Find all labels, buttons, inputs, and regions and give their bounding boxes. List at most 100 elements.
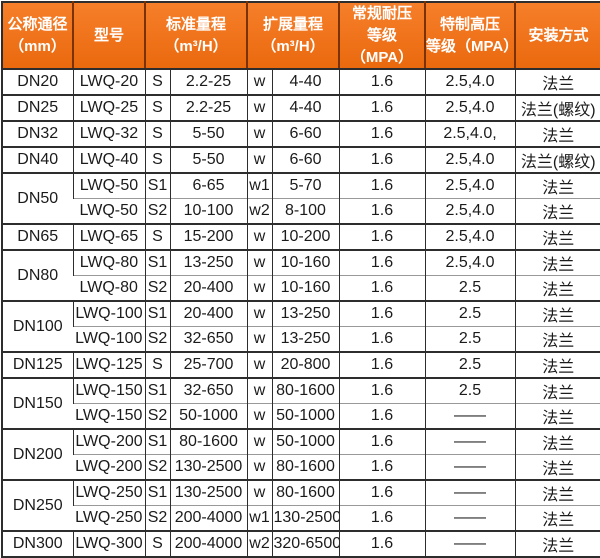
header-row: 公称通径 （mm） 型号 标准量程 （m³/H） 扩展量程 （m³/H） 常规耐… <box>2 2 600 71</box>
cell-install: 法兰 <box>514 479 600 506</box>
cell-w-code: w1 <box>246 505 272 532</box>
cell-model: LWQ-150 <box>73 403 145 430</box>
cell-w-code: w1 <box>246 172 272 199</box>
cell-install: 法兰 <box>514 249 600 276</box>
cell-std-range: 5-50 <box>169 146 247 174</box>
cell-install: 法兰 <box>514 275 600 302</box>
table-row: DN80 LWQ-80 S1 13-250 w 10-160 1.6 2.5,4.0 法兰 <box>2 249 600 302</box>
cell-std-range: 15-200 <box>169 223 247 251</box>
cell-high-mpa: 2.5,4.0 <box>424 223 515 251</box>
cell-high-mpa: 2.5,4.0 <box>424 146 515 174</box>
cell-w-code: w <box>246 428 272 455</box>
cell-ext-range: 13-250 <box>271 326 339 353</box>
cell-normal-mpa: 1.6 <box>338 326 425 353</box>
cell-w-code: w <box>246 146 272 174</box>
cell-model: LWQ-100 <box>73 326 145 353</box>
header-normal-pressure-line1: 常规耐压 <box>351 5 412 22</box>
cell-model: LWQ-80 <box>73 275 145 302</box>
cell-high-mpa: —— <box>424 479 515 506</box>
cell-high-mpa: 2.5 <box>424 300 515 327</box>
cell-install: 法兰 <box>514 351 600 379</box>
cell-w-code: w <box>246 223 272 251</box>
cell-ext-range: 13-250 <box>271 300 339 327</box>
cell-s-code: S <box>144 530 170 558</box>
table-row: LWQ-80 S2 20-400 w 10-160 1.6 2.5 法兰 <box>2 275 600 302</box>
cell-w-code: w2 <box>246 530 272 558</box>
cell-ext-range: 5-70 <box>271 172 339 199</box>
table-row: DN20 LWQ-20 S 2.2-25 w 4-40 1.6 2.5,4.0 法兰 <box>2 69 600 96</box>
table-row: DN40 LWQ-40 S 5-50 w 6-60 1.6 2.5,4.0 法兰(螺纹) <box>2 146 600 174</box>
cell-model: LWQ-250 <box>72 479 145 506</box>
cell-w-code: w <box>246 454 272 481</box>
cell-s-code: S2 <box>144 275 170 302</box>
cell-ext-range: 80-1600 <box>271 454 339 481</box>
cell-s-code: S2 <box>144 326 170 353</box>
cell-normal-mpa: 1.6 <box>338 530 425 558</box>
cell-normal-mpa: 1.6 <box>338 479 425 506</box>
cell-high-mpa: 2.5,4.0 <box>424 198 515 225</box>
cell-high-mpa: 2.5 <box>424 275 515 302</box>
cell-w-code: w <box>246 249 272 276</box>
cell-std-range: 20-400 <box>169 275 247 302</box>
header-model: 型号 <box>72 2 145 71</box>
cell-ext-range: 10-160 <box>271 275 339 302</box>
table-row: LWQ-150 S2 50-1000 w 50-1000 1.6 —— 法兰 <box>2 403 600 430</box>
cell-normal-mpa: 1.6 <box>338 223 425 251</box>
cell-ext-range: 80-1600 <box>271 377 339 404</box>
cell-model: LWQ-50 <box>72 172 145 199</box>
cell-std-range: 80-1600 <box>169 428 247 455</box>
cell-install: 法兰 <box>514 377 600 404</box>
cell-model: LWQ-50 <box>73 198 145 225</box>
cell-std-range: 130-2500 <box>169 454 247 481</box>
cell-w-code: w <box>246 326 272 353</box>
cell-ext-range: 6-60 <box>271 120 339 148</box>
cell-std-range: 50-1000 <box>169 403 247 430</box>
header-ext-range-line1: 扩展量程 <box>262 15 323 33</box>
cell-install: 法兰 <box>514 69 600 96</box>
cell-std-range: 5-50 <box>169 120 247 148</box>
cell-install: 法兰 <box>514 120 600 148</box>
header-high-pressure-line1: 特制高压 <box>439 15 500 33</box>
cell-normal-mpa: 1.6 <box>338 351 425 379</box>
cell-normal-mpa: 1.6 <box>338 146 425 174</box>
cell-ext-range: 80-1600 <box>271 479 339 506</box>
cell-ext-range: 4-40 <box>271 69 339 96</box>
table-row: DN250 LWQ-250 S1 130-2500 w 80-1600 1.6 —— 法兰 <box>2 479 600 532</box>
cell-normal-mpa: 1.6 <box>338 120 425 148</box>
cell-normal-mpa: 1.6 <box>338 403 425 430</box>
cell-install: 法兰 <box>514 300 600 327</box>
cell-high-mpa: 2.5,4.0, <box>424 120 515 148</box>
cell-model: LWQ-200 <box>72 428 145 455</box>
cell-s-code: S <box>144 351 170 379</box>
cell-w-code: w <box>246 69 272 96</box>
table-row: LWQ-200 S2 130-2500 w 80-1600 1.6 —— 法兰 <box>2 454 600 481</box>
cell-s-code: S1 <box>144 172 170 199</box>
table-row: DN200 LWQ-200 S1 80-1600 w 50-1000 1.6 —— 法兰 <box>2 428 600 481</box>
cell-dn: DN25 <box>2 94 73 122</box>
header-ext-range: 扩展量程 （m³/H） <box>246 2 339 71</box>
cell-model: LWQ-40 <box>72 146 145 174</box>
cell-dn: DN65 <box>2 223 73 251</box>
cell-s-code: S1 <box>144 249 170 276</box>
cell-ext-range: 4-40 <box>271 94 339 122</box>
table-row: DN25 LWQ-25 S 2.2-25 w 4-40 1.6 2.5,4.0 法兰(螺纹) <box>2 94 600 122</box>
header-diameter-line1: 公称通径 <box>7 15 68 33</box>
cell-s-code: S1 <box>144 428 170 455</box>
cell-dn: DN250 <box>2 479 73 532</box>
cell-dn: DN32 <box>2 120 73 148</box>
cell-model: LWQ-250 <box>73 505 145 532</box>
cell-model: LWQ-32 <box>72 120 145 148</box>
cell-w-code: w <box>246 351 272 379</box>
cell-w-code: w <box>246 403 272 430</box>
header-high-pressure: 特制高压 等级（MPA） <box>424 2 518 71</box>
cell-model: LWQ-25 <box>72 94 145 122</box>
cell-std-range: 13-250 <box>169 249 247 276</box>
table-row: DN32 LWQ-32 S 5-50 w 6-60 1.6 2.5,4.0, 法兰 <box>2 120 600 148</box>
cell-ext-range: 130-2500 <box>271 505 339 532</box>
header-diameter-line2: （mm） <box>9 37 66 55</box>
header-ext-range-line2: （m³/H） <box>261 37 325 55</box>
cell-w-code: w <box>246 300 272 327</box>
cell-std-range: 130-2500 <box>169 479 247 506</box>
cell-w-code: w <box>246 377 272 404</box>
cell-high-mpa: 2.5,4.0 <box>424 172 515 199</box>
